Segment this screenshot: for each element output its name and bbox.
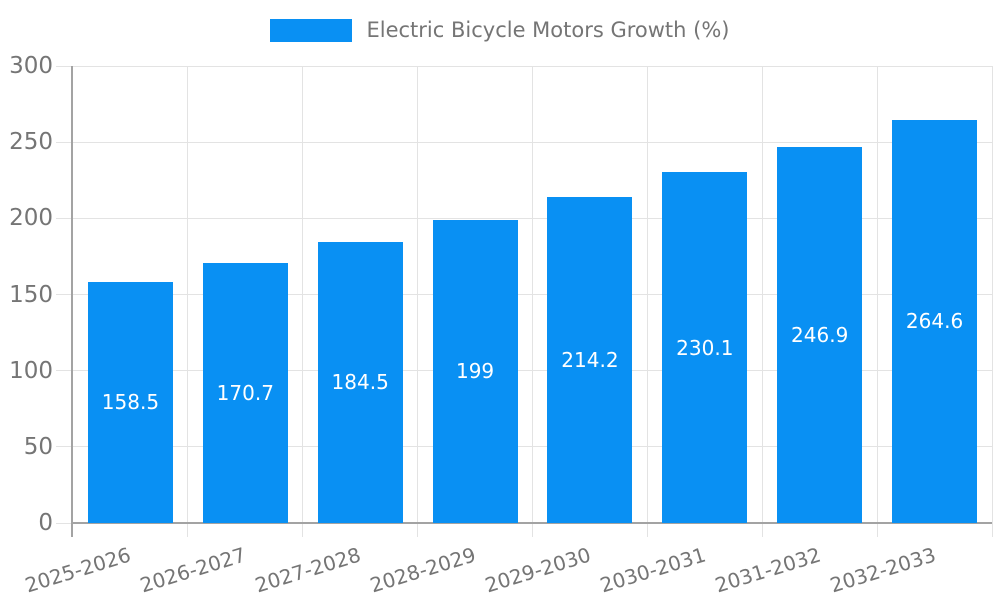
bar[interactable] [432, 219, 518, 523]
bar-value-label: 246.9 [791, 322, 849, 347]
bar[interactable] [87, 281, 173, 523]
x-gridline [991, 66, 993, 523]
y-gridline [56, 294, 992, 295]
x-gridline [761, 66, 763, 523]
x-axis-tick [991, 523, 993, 537]
legend-label[interactable]: Electric Bicycle Motors Growth (%) [366, 18, 730, 42]
x-gridline [532, 66, 533, 523]
bar[interactable] [202, 262, 288, 523]
y-axis-tick-label: 150 [9, 281, 53, 308]
bar-value-label: 158.5 [101, 390, 160, 415]
y-gridline [56, 370, 992, 372]
x-axis-line [71, 522, 992, 524]
x-axis-tick [761, 523, 763, 537]
bar[interactable] [317, 241, 403, 523]
y-axis-line [71, 66, 73, 537]
y-axis-tick-label: 200 [9, 205, 53, 232]
bar-value-label: 199 [455, 359, 495, 384]
bar-value-label: 170.7 [216, 380, 274, 405]
bar-value-label: 214.2 [561, 347, 619, 372]
y-axis-tick-label: 250 [9, 129, 53, 156]
y-gridline [56, 217, 992, 219]
x-gridline [646, 66, 648, 523]
bar[interactable] [662, 172, 748, 523]
bar-value-label: 230.1 [676, 335, 734, 360]
bar-value-label: 264.6 [905, 309, 964, 334]
y-axis-tick-label: 300 [9, 53, 53, 79]
bar[interactable] [892, 119, 978, 523]
legend-swatch[interactable] [270, 18, 353, 42]
x-gridline [876, 66, 878, 523]
chart-legend[interactable]: Electric Bicycle Motors Growth (%) [0, 18, 1000, 42]
x-axis-tick [417, 523, 419, 537]
y-axis-tick-label: 50 [23, 433, 53, 460]
x-axis-tick [646, 523, 648, 537]
bar[interactable] [777, 146, 863, 523]
y-axis-tick-label: 0 [38, 510, 53, 536]
x-axis-tick [532, 523, 533, 537]
bar-value-label: 184.5 [331, 370, 389, 395]
y-gridline [56, 65, 992, 67]
x-gridline [187, 66, 189, 523]
x-axis-tick [187, 523, 189, 537]
x-axis-tick [302, 523, 304, 537]
x-gridline [302, 66, 304, 523]
y-gridline [56, 446, 992, 448]
y-gridline [56, 141, 992, 143]
x-gridline [417, 66, 419, 523]
y-axis-tick-label: 100 [9, 357, 53, 384]
bar[interactable] [547, 196, 633, 523]
x-axis-tick [876, 523, 878, 537]
